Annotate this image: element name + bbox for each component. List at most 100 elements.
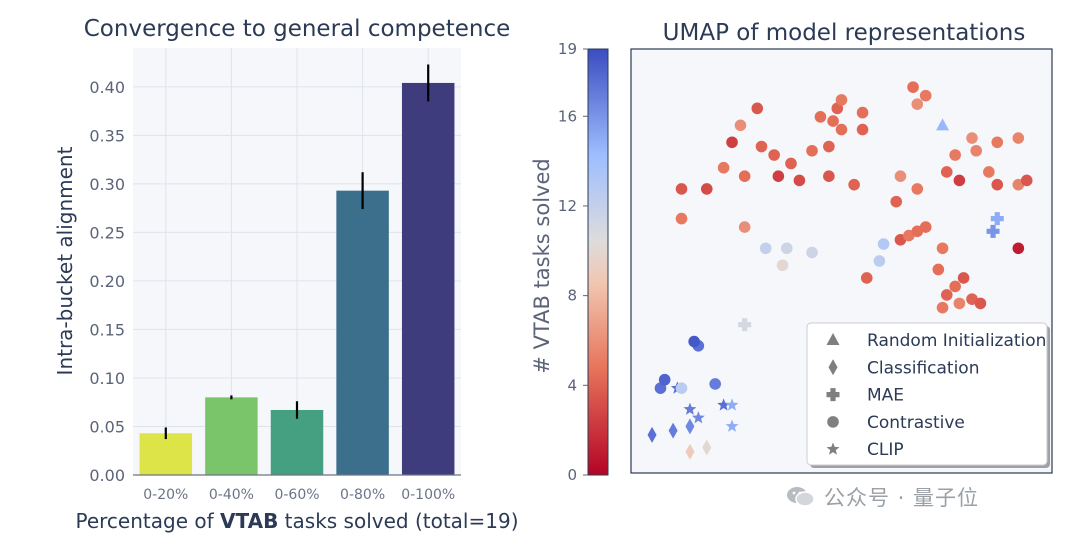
point-circle — [1020, 174, 1033, 187]
point-circle — [856, 123, 869, 136]
point-circle — [957, 272, 970, 284]
bar-y-tick-label: 0.25 — [89, 223, 125, 242]
point-circle — [806, 246, 818, 259]
bar-y-tick-label: 0.20 — [89, 272, 125, 291]
point-triangle — [936, 118, 950, 131]
point-circle — [738, 221, 751, 233]
point-circle — [793, 174, 806, 187]
point-circle — [860, 272, 873, 284]
bar-4 — [336, 190, 389, 476]
point-circle — [907, 81, 919, 93]
colorbar-tick-label: 19 — [558, 40, 577, 58]
point-circle — [726, 136, 738, 149]
colorbar-label: # VTAB tasks solved — [530, 158, 554, 373]
point-circle — [688, 335, 700, 348]
legend-label: Contrastive — [867, 413, 965, 433]
colorbar-ticks: 0 4 8 12 16 19 — [558, 40, 588, 484]
watermark-text: 公众号 · 量子位 — [824, 486, 980, 510]
point-circle — [911, 98, 924, 110]
point-circle — [877, 238, 890, 250]
point-circle — [953, 174, 966, 187]
bar-y-tick-label: 0.10 — [89, 369, 125, 388]
point-circle — [755, 140, 768, 153]
point-circle — [675, 382, 688, 395]
point-star — [725, 398, 739, 411]
point-circle — [894, 170, 907, 182]
point-circle — [734, 119, 747, 132]
x-label-vtab: VTAB — [220, 509, 278, 533]
bar-series — [139, 82, 455, 476]
legend-star-icon — [826, 442, 840, 455]
point-circle — [949, 280, 961, 293]
umap-legend: Random Initialization Classification MAE Co… — [806, 322, 1050, 468]
bar-1 — [139, 433, 193, 475]
point-circle — [835, 123, 848, 136]
legend-triangle-icon — [826, 333, 840, 345]
umap-chart-title: UMAP of model representations — [663, 20, 1026, 46]
point-circle — [780, 242, 793, 255]
point-circle — [772, 170, 785, 182]
point-circle — [991, 178, 1004, 191]
point-circle — [823, 170, 835, 182]
legend-box — [806, 322, 1048, 466]
point-circle — [658, 373, 671, 386]
watermark: 公众号 · 量子位 — [786, 482, 979, 514]
bar-x-tick-label: 0-40% — [209, 487, 254, 503]
bar-2 — [205, 397, 258, 475]
point-circle — [991, 136, 1004, 149]
point-circle — [932, 263, 945, 276]
point-circle — [974, 297, 987, 310]
point-diamond — [647, 426, 657, 443]
point-diamond — [685, 418, 695, 435]
bar-x-tick-label: 0-20% — [143, 487, 188, 503]
legend-diamond-icon — [828, 359, 838, 376]
point-circle — [919, 89, 932, 102]
bar-y-ticks: 0.00 0.05 0.10 0.15 0.20 0.25 0.30 0.35 0.40 — [89, 78, 125, 485]
bar-chart: Convergence to general competence 0.000.… — [53, 16, 519, 533]
bar-x-ticks: 0-20% 0-40% 0-60% 0-80% 0-100% — [143, 487, 455, 503]
colorbar-tick-label: 4 — [567, 376, 577, 394]
point-circle — [717, 161, 730, 174]
point-star — [725, 419, 739, 432]
legend-label: CLIP — [867, 440, 904, 460]
bar-5 — [401, 82, 455, 475]
bar-error-bars — [164, 64, 430, 440]
point-circle — [751, 102, 764, 115]
bar-x-tick-label: 0-80% — [340, 487, 385, 503]
point-circle — [873, 255, 886, 267]
point-circle — [953, 297, 966, 310]
point-star — [683, 402, 697, 415]
point-circle — [738, 170, 751, 182]
point-circle — [983, 166, 995, 178]
point-circle — [776, 259, 789, 272]
legend-label: Classification — [867, 358, 979, 378]
point-circle — [785, 157, 797, 170]
point-circle — [890, 195, 903, 208]
point-circle — [814, 111, 827, 123]
point-circle — [709, 378, 721, 390]
colorbar-tick-label: 16 — [558, 107, 577, 125]
point-circle — [940, 166, 953, 178]
point-circle — [949, 149, 961, 161]
bar-y-tick-label: 0.05 — [89, 417, 125, 436]
point-circle — [675, 212, 688, 225]
point-diamond — [685, 443, 695, 460]
bar-y-axis-label: Intra-bucket alignment — [53, 146, 77, 375]
x-label-part-3: tasks solved (total=19) — [278, 509, 518, 533]
colorbar-tick-label: 8 — [567, 287, 577, 305]
bar-x-tick-label: 0-60% — [274, 487, 319, 503]
bar-y-tick-label: 0.30 — [89, 175, 125, 194]
point-circle — [700, 183, 713, 195]
point-circle — [919, 221, 932, 233]
bar-x-axis-label: Percentage of VTAB tasks solved (total=1… — [76, 509, 519, 533]
legend-label: Random Initialization — [867, 331, 1046, 351]
x-label-part-1: Percentage of — [76, 509, 221, 533]
legend-plus-icon — [826, 388, 840, 402]
point-plus — [738, 318, 752, 332]
point-circle — [835, 94, 848, 106]
point-circle — [806, 144, 818, 157]
legend-circle-icon — [827, 416, 839, 428]
point-circle — [936, 242, 949, 255]
